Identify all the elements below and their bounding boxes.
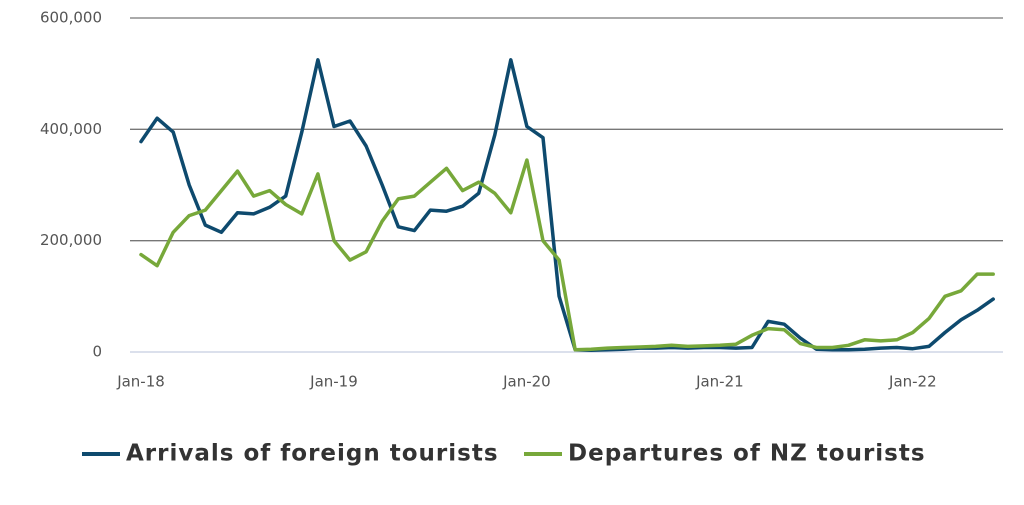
y-tick-label: 600,000 — [40, 9, 102, 27]
series-line — [139, 158, 995, 352]
legend-label: Departures of NZ tourists — [568, 441, 926, 467]
x-tick-label: Jan-19 — [309, 373, 358, 391]
y-tick-label: 400,000 — [40, 120, 102, 138]
y-tick-label: 200,000 — [40, 231, 102, 249]
y-tick-label: 0 — [92, 343, 102, 361]
x-tick-label: Jan-18 — [116, 373, 165, 391]
x-tick-label: Jan-20 — [502, 373, 551, 391]
legend-label: Arrivals of foreign tourists — [126, 441, 499, 467]
series-line — [139, 58, 995, 353]
x-tick-label: Jan-22 — [888, 373, 937, 391]
x-tick-label: Jan-21 — [695, 373, 744, 391]
